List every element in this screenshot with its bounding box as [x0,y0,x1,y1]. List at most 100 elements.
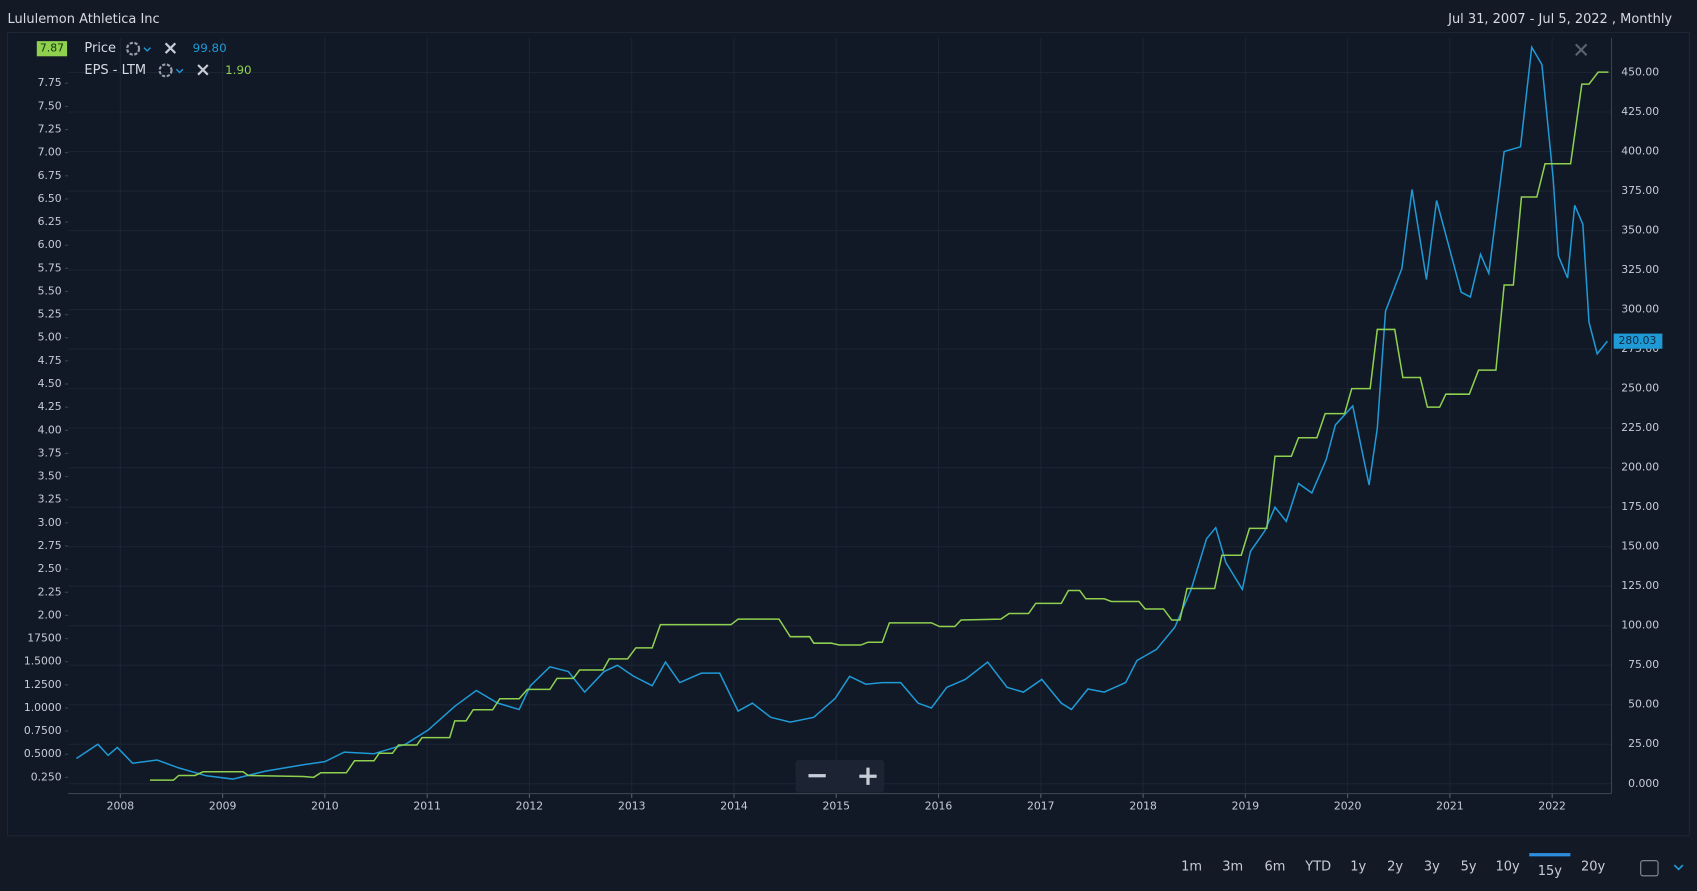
y2-tick-label: 400.00 [1621,145,1659,158]
y-tick-label: 0.250 [31,770,62,783]
y2-tick-label: 450.00 [1621,66,1659,79]
range-button[interactable]: YTD [1304,860,1331,875]
y2-tick-label: 375.00 [1621,184,1659,197]
y2-tick-label: 0.000 [1628,777,1659,790]
series-line [150,71,1609,781]
x-tick-label: 2009 [209,800,237,813]
range-button[interactable]: 1m [1181,860,1202,875]
y-tick-label: 6.00 [38,238,62,251]
zoom-controls [795,760,885,793]
zoom-out[interactable] [808,774,826,778]
zoom-bar [795,760,885,793]
y2-tick-label: 150.00 [1621,540,1659,553]
series-line [75,44,1608,780]
y-tick-label: 1.2500 [24,678,62,691]
y-tick-label: 17500 [27,632,62,645]
legend-caret[interactable] [175,68,184,74]
y2-tick-label: 175.00 [1621,500,1659,513]
range-button[interactable]: 1y [1350,860,1366,875]
legend-name: EPS - LTM [84,63,146,78]
y-tick-label: 5.75 [38,261,62,274]
x-tick-label: 2022 [1538,800,1566,813]
y2-tick-label: 225.00 [1621,421,1659,434]
last-value-badge [36,41,68,57]
range-button[interactable]: 2y [1387,860,1403,875]
y-tick-label: 2.00 [38,608,62,621]
x-tick-label: 2019 [1232,800,1260,813]
y-tick-label: 4.00 [38,423,62,436]
y-tick-label: 5.50 [38,284,62,297]
close-chart[interactable] [1575,43,1588,56]
range-button[interactable]: 15y [1538,864,1562,879]
range-button[interactable]: 20y [1581,860,1605,875]
zoom-in[interactable] [859,767,877,785]
calendar-icon[interactable] [1640,860,1684,877]
y-tick-label: 3.75 [38,446,62,459]
selected-indicator [1529,853,1571,857]
legend-remove[interactable] [164,42,177,54]
y-tick-label: 3.50 [38,470,62,483]
y-tick-label: 1.5000 [24,655,62,668]
y2-tick-label: 350.00 [1621,224,1659,237]
y2-tick-label: 100.00 [1621,619,1659,632]
legend-remove[interactable] [197,64,209,76]
y-tick-label: 1.0000 [24,701,62,714]
y2-tick-label: 300.00 [1621,303,1659,316]
y-tick-label: 6.25 [38,215,62,228]
y-tick-label: 4.50 [38,377,62,390]
range-buttons: 1m 3m 6m YTD 1y 2y 3y 5y 10y 15y 20y [1181,853,1606,879]
x-tick-label: 2010 [311,800,339,813]
y-tick-label: 6.75 [38,169,62,182]
range-button[interactable]: 3y [1424,860,1440,875]
y2-tick-label: 25.00 [1628,737,1659,750]
y-tick-label: 0.5000 [24,747,62,760]
x-tick-label: 2020 [1334,800,1362,813]
x-tick-label: 2011 [413,800,441,813]
x-tick-label: 2018 [1129,800,1157,813]
last-value-badge [1613,333,1663,349]
x-tick-label: 2016 [925,800,953,813]
legend-value: 1.90 [225,63,251,77]
y-tick-label: 2.75 [38,539,62,552]
y-tick-label: 7.00 [38,146,62,159]
y2-tick-label: 125.00 [1621,579,1659,592]
date-range: Jul 31, 2007 - Jul 5, 2022 , Monthly [1447,12,1672,27]
last-value-label: 280.03 [1619,334,1657,347]
y-tick-label: 0.7500 [24,724,62,737]
range-button[interactable]: 6m [1264,860,1285,875]
y2-tick-label: 250.00 [1621,382,1659,395]
y-tick-label: 2.25 [38,585,62,598]
y-tick-label: 2.50 [38,562,62,575]
calendar[interactable] [1640,860,1659,877]
x-tick-label: 2013 [618,800,646,813]
y-tick-label: 7.50 [38,99,62,112]
y-tick-label: 4.75 [38,354,62,367]
last-value-label: 7.87 [40,42,64,55]
y-tick-label: 5.00 [38,331,62,344]
y-tick-label: 7.75 [38,76,62,89]
legend-caret[interactable] [143,47,151,52]
header-title: Lululemon Athletica Inc [8,12,160,27]
y-tick-label: 3.25 [38,493,62,506]
x-tick-label: 2014 [720,800,748,813]
x-tick-label: 2021 [1436,800,1464,813]
legend-name: Price [84,41,116,56]
y-tick-label: 4.25 [38,400,62,413]
x-tick-label: 2015 [822,800,850,813]
y2-tick-label: 325.00 [1621,263,1659,276]
range-button[interactable]: 3m [1222,860,1243,875]
y2-tick-label: 75.00 [1628,658,1659,671]
legend-settings[interactable] [158,63,173,78]
range-button[interactable]: 10y [1496,860,1520,875]
legend-settings[interactable] [126,41,141,56]
y2-tick-label: 200.00 [1621,461,1659,474]
y2-tick-label: 425.00 [1621,105,1659,118]
range-button[interactable]: 5y [1461,860,1477,875]
plot: 2008 2009 2010 2011 2012 2013 2014 2015 2016 2017… [24,37,1663,813]
y-tick-label: 7.25 [38,123,62,136]
y-tick-label: 3.00 [38,516,62,529]
legend-value: 99.80 [193,41,227,55]
calendar-caret[interactable] [1673,864,1684,871]
x-tick-label: 2008 [107,800,135,813]
